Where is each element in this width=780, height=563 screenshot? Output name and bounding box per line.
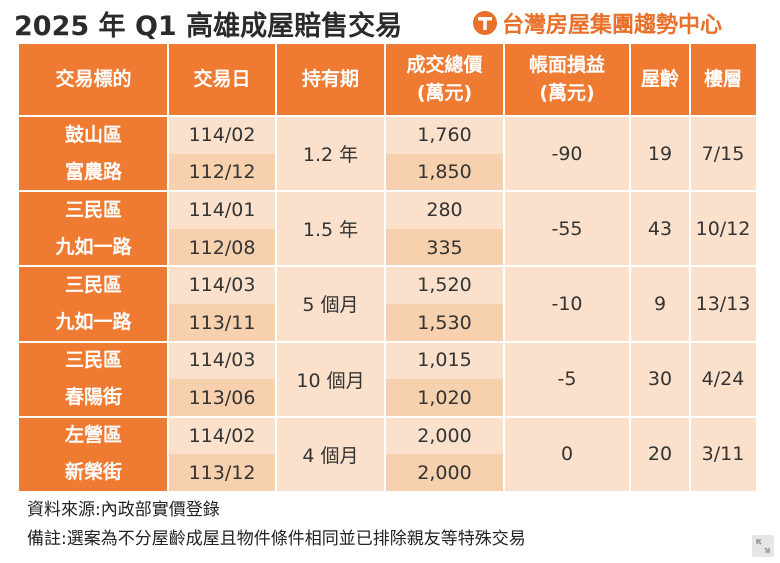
row-label: 鼓山區 富農路: [19, 116, 168, 192]
floor-cell: 7/15: [690, 116, 756, 192]
column-header-line: 屋齡: [640, 68, 679, 91]
remark-note: 備註:選案為不分屋齡成屋且物件條件相同並已排除親友等特殊交易: [27, 529, 526, 549]
buy-date-cell: 113/06: [168, 379, 276, 417]
column-divider: [384, 44, 386, 492]
column-header: 交易日: [168, 44, 276, 116]
age-cell: 9: [630, 266, 690, 342]
column-header-line: 交易標的: [55, 68, 132, 91]
buy-price-cell: 1,020: [385, 379, 504, 417]
buy-price-cell: 335: [385, 228, 504, 267]
row-district: 三民區: [64, 349, 122, 372]
chart-title: 2025 年 Q1 高雄成屋賠售交易: [14, 11, 403, 42]
column-divider: [503, 44, 505, 492]
sale-date-cell: 114/03: [168, 341, 276, 380]
row-divider: [19, 190, 756, 193]
sale-date-cell: 114/02: [168, 416, 276, 455]
buy-date-cell: 113/11: [168, 304, 276, 342]
row-road: 春陽街: [64, 386, 122, 409]
sale-price-cell: 1,760: [385, 116, 504, 154]
buy-price-cell: 2,000: [385, 454, 504, 492]
row-label: 三民區 九如一路: [19, 266, 168, 342]
sale-date-cell: 114/02: [168, 116, 276, 154]
column-divider: [629, 44, 631, 492]
row-label: 左營區 新榮街: [19, 416, 168, 492]
row-district: 三民區: [64, 273, 122, 296]
sale-date-cell: 114/01: [168, 191, 276, 229]
column-header-line: 樓層: [703, 68, 742, 91]
age-cell: 19: [630, 116, 690, 192]
holding-cell: 4 個月: [276, 416, 385, 492]
buy-date-cell: 112/08: [168, 228, 276, 267]
expand-icon: [756, 539, 770, 553]
column-header-line: (萬元): [416, 82, 473, 104]
age-cell: 30: [630, 341, 690, 417]
row-divider: [19, 340, 756, 343]
row-road: 九如一路: [55, 235, 132, 258]
sale-price-cell: 1,520: [385, 266, 504, 304]
floor-cell: 10/12: [690, 191, 756, 267]
column-divider: [167, 44, 169, 492]
floor-cell: 13/13: [690, 266, 756, 342]
sale-price-cell: 1,015: [385, 341, 504, 380]
age-cell: 43: [630, 191, 690, 267]
column-header: 帳面損益 (萬元): [504, 44, 630, 116]
sale-price-cell: 280: [385, 191, 504, 229]
expand-button[interactable]: [752, 535, 774, 557]
row-district: 三民區: [64, 198, 122, 221]
column-header: 持有期: [276, 44, 385, 116]
row-label: 三民區 春陽街: [19, 341, 168, 417]
sale-price-cell: 2,000: [385, 416, 504, 455]
buy-date-cell: 113/12: [168, 454, 276, 492]
column-header-line: (萬元): [539, 82, 595, 104]
pnl-cell: -5: [504, 341, 630, 417]
source-note: 資料來源:內政部實價登錄: [27, 500, 220, 520]
column-header-line: 成交總價: [406, 54, 483, 77]
row-divider: [19, 491, 756, 493]
header: 2025 年 Q1 高雄成屋賠售交易 台灣房屋集團趨勢中心: [0, 0, 780, 44]
column-header-line: 交易日: [193, 68, 251, 91]
brand-name: 台灣房屋集團趨勢中心: [502, 13, 723, 38]
row-road: 新榮街: [64, 461, 122, 484]
notes: 資料來源:內政部實價登錄 備註:選案為不分屋齡成屋且物件條件相同並已排除親友等特…: [27, 496, 526, 554]
buy-price-cell: 1,530: [385, 304, 504, 342]
column-header-line: 持有期: [301, 68, 359, 91]
column-header-line: 帳面損益: [528, 54, 605, 77]
row-district: 鼓山區: [64, 123, 122, 146]
floor-cell: 4/24: [690, 341, 756, 417]
pnl-cell: -10: [504, 266, 630, 342]
buy-date-cell: 112/12: [168, 153, 276, 192]
data-table: 交易標的 交易日 持有期 成交總價 (萬元) 帳面損益 (萬元) 屋齡 樓層 鼓山區 富農路 114/…: [19, 44, 756, 493]
pnl-cell: 0: [504, 416, 630, 492]
row-divider: [19, 115, 756, 117]
floor-cell: 3/11: [690, 416, 756, 492]
holding-cell: 1.2 年: [276, 116, 385, 192]
column-divider: [689, 44, 691, 492]
row-label: 三民區 九如一路: [19, 191, 168, 267]
row-district: 左營區: [64, 424, 122, 447]
t-logo-icon: [473, 11, 497, 35]
age-cell: 20: [630, 416, 690, 492]
brand: 台灣房屋集團趨勢中心: [472, 8, 722, 38]
row-divider: [19, 265, 756, 268]
row-road: 九如一路: [55, 310, 132, 333]
column-header: 屋齡: [630, 44, 690, 116]
row-road: 富農路: [64, 160, 122, 183]
column-header: 交易標的: [19, 44, 168, 116]
column-header: 樓層: [690, 44, 756, 116]
buy-price-cell: 1,850: [385, 153, 504, 192]
holding-cell: 1.5 年: [276, 191, 385, 267]
column-divider: [275, 44, 277, 492]
holding-cell: 10 個月: [276, 341, 385, 417]
pnl-cell: -55: [504, 191, 630, 267]
holding-cell: 5 個月: [276, 266, 385, 342]
column-header: 成交總價 (萬元): [385, 44, 504, 116]
pnl-cell: -90: [504, 116, 630, 192]
sale-date-cell: 114/03: [168, 266, 276, 304]
row-divider: [19, 415, 756, 418]
